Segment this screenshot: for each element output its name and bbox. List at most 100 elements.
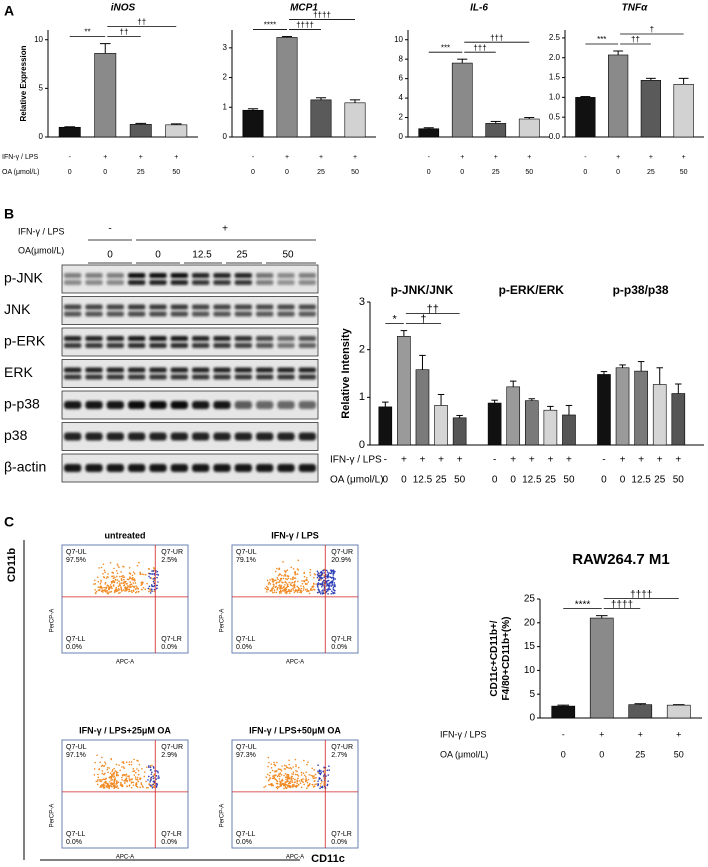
x-row-value: 50 [673,475,685,486]
quadrant-name: Q7-LR [331,636,352,643]
flow-event [317,783,319,785]
flow-event [280,592,283,594]
flow-event [142,786,144,788]
flow-event [333,592,336,594]
flow-event [116,780,118,782]
flow-event [303,575,306,578]
wb-band [234,280,252,285]
x-row-value: + [285,154,289,161]
flow-event [325,580,328,583]
flow-event [282,577,285,580]
flow-event [306,763,308,766]
flow-event [306,781,309,784]
flow-event [118,589,121,591]
flow-plot-title: untreated [104,530,145,540]
flow-event [157,574,160,576]
flow-event [283,570,286,572]
flow-event [291,781,293,783]
flow-event [287,782,290,785]
wb-dose: 0 [155,250,161,261]
flow-event [152,570,155,572]
flow-event [106,590,109,592]
bar [485,123,507,138]
flow-event [148,766,150,769]
flow-event [153,774,156,776]
wb-band [298,336,316,341]
flow-event [332,569,335,571]
significance-label: †††† [313,11,331,20]
flow-event [328,588,330,591]
flow-event [128,775,131,777]
wb-band [213,336,231,341]
flow-event [122,766,125,768]
flow-event [119,575,121,578]
flow-event [323,572,325,574]
flow-event [307,590,310,592]
flow-event [96,783,99,786]
wb-band [234,464,252,472]
x-row-value: 25 [435,475,447,486]
panel-label: B [4,206,14,222]
flow-event [135,782,137,785]
wb-band [298,311,316,317]
flow-event [97,589,100,591]
wb-band [85,401,103,409]
flow-event [276,567,278,570]
flow-event [305,771,308,774]
flow-event [303,587,305,589]
flow-event [302,778,304,780]
bar [434,405,448,446]
significance-label: †††† [630,589,652,600]
flow-event [327,590,329,592]
wb-band [149,374,167,380]
flow-event [292,568,295,570]
y-tick-label: 0 [529,713,535,724]
flow-event [272,585,275,588]
flow-event [123,576,126,578]
wb-band [64,374,82,380]
flow-event [322,770,324,773]
flow-event [314,773,317,776]
y-tick-label: 0 [399,132,404,141]
wb-band [128,343,146,348]
flow-event [123,578,125,581]
flow-event [296,770,298,773]
flow-event [112,577,115,579]
y-tick-label: 6 [399,74,404,83]
flow-event [147,765,150,767]
flow-event [303,783,305,786]
flow-event [134,778,137,780]
flow-event [297,586,300,589]
flow-event [313,583,315,585]
wb-band [192,464,210,472]
wb-band [149,343,167,348]
flow-event [297,766,300,769]
wb-band [234,304,252,310]
flow-event [102,778,105,780]
flow-event [108,781,111,783]
significance-label: †† [631,35,640,44]
wb-strip [61,264,319,294]
flow-event [290,768,293,770]
flow-event [138,561,140,564]
flow-event [302,772,305,775]
flow-event [275,582,278,585]
bar [518,118,540,138]
flow-event [155,785,158,787]
wb-band [106,367,124,373]
wb-band [64,464,82,472]
flow-event [291,779,293,782]
flow-event [110,585,113,588]
flow-event [295,765,297,768]
y-tick-label: 10 [524,665,536,676]
x-row-value: - [384,455,387,466]
flow-event [114,579,117,581]
wb-row-label: p-JNK [4,270,44,286]
bar [615,367,630,446]
wb-band [213,343,231,348]
wb-band [256,464,274,472]
flow-event [291,773,293,775]
wb-dose: 12.5 [192,250,212,261]
flow-event [267,765,269,768]
